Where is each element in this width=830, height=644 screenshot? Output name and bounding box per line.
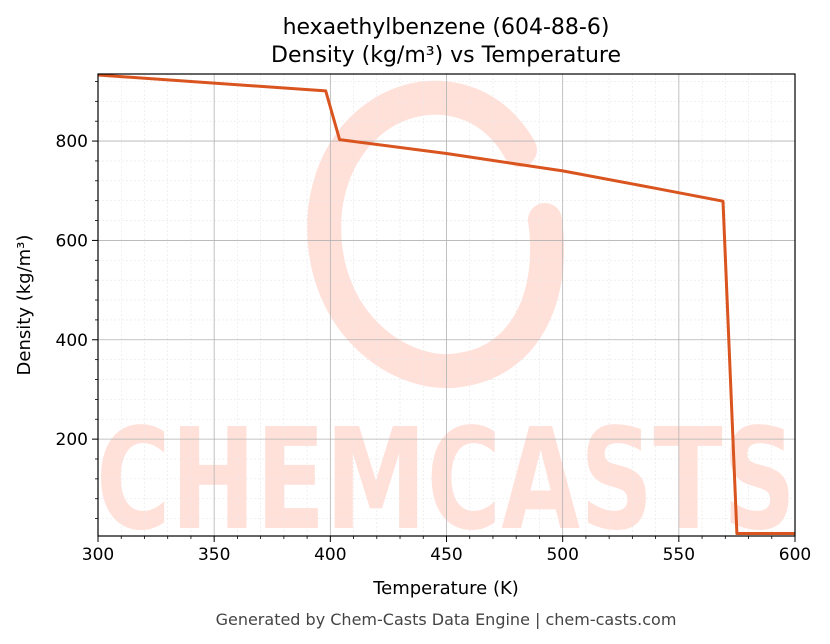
svg-text:CHEMCASTS: CHEMCASTS xyxy=(96,399,796,562)
footer-credit: Generated by Chem-Casts Data Engine | ch… xyxy=(216,610,677,629)
x-tick-label: 600 xyxy=(779,545,811,565)
chemcasts-watermark: CHEMCASTS xyxy=(96,80,796,562)
chart-title: hexaethylbenzene (604-88-6) xyxy=(283,15,610,40)
x-tick-label: 350 xyxy=(198,545,230,565)
x-tick-label: 450 xyxy=(430,545,462,565)
y-tick-label: 200 xyxy=(56,430,88,450)
chart-subtitle: Density (kg/m³) vs Temperature xyxy=(271,43,621,68)
axis-ticks xyxy=(92,81,796,542)
x-tick-label: 400 xyxy=(314,545,346,565)
x-tick-labels: 300 350 400 450 500 550 600 xyxy=(82,545,811,565)
x-tick-label: 300 xyxy=(82,545,114,565)
y-tick-label: 400 xyxy=(56,331,88,351)
x-axis-label: Temperature (K) xyxy=(372,578,519,599)
y-axis-label: Density (kg/m³) xyxy=(14,235,35,376)
x-tick-label: 500 xyxy=(546,545,578,565)
y-tick-label: 800 xyxy=(56,132,88,152)
y-tick-label: 600 xyxy=(56,231,88,251)
x-tick-label: 550 xyxy=(663,545,695,565)
density-series-line xyxy=(97,73,795,535)
y-tick-labels: 200 400 600 800 xyxy=(56,132,88,450)
